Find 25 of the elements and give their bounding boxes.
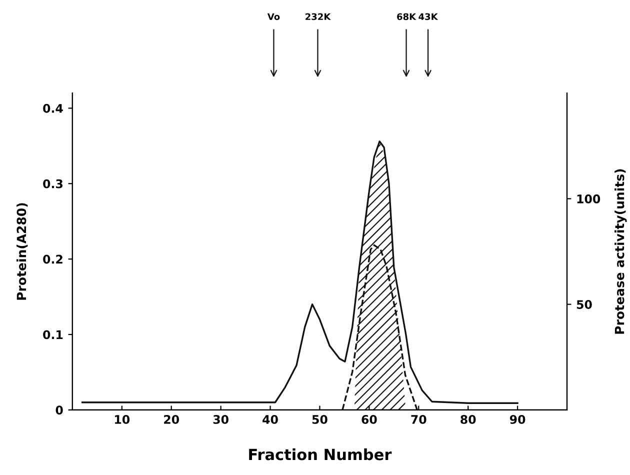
y-tick-label: 0.1 bbox=[43, 330, 63, 340]
x-tick-label: 10 bbox=[115, 414, 130, 424]
x-tick-label: 60 bbox=[362, 414, 377, 424]
x-tick-label: 50 bbox=[312, 414, 328, 424]
y-tick-label: 0.2 bbox=[43, 254, 62, 264]
y2-axis-title: Protease activity(units) bbox=[614, 169, 627, 334]
text: Vo bbox=[267, 13, 280, 20]
y-tick-label: 0 bbox=[56, 406, 63, 415]
x-tick-label: 70 bbox=[411, 414, 426, 424]
x-tick-label: 40 bbox=[262, 414, 278, 424]
x-tick-label: 20 bbox=[164, 414, 180, 424]
x-tick-label: 30 bbox=[213, 414, 228, 424]
y-tick-label: 0.4 bbox=[43, 104, 63, 113]
text: 43K bbox=[418, 13, 438, 20]
text: 232K bbox=[306, 13, 331, 20]
y-axis-title: Protein(A280) bbox=[16, 203, 28, 300]
x-axis-title: Fraction Number bbox=[249, 448, 392, 460]
y2-tick-label: 100 bbox=[577, 194, 600, 204]
line-series bbox=[342, 244, 418, 410]
x-tick-label: 80 bbox=[460, 414, 476, 424]
text: 68K bbox=[397, 13, 416, 20]
y-tick-label: 0.3 bbox=[43, 179, 62, 188]
x-tick-label: 90 bbox=[510, 414, 526, 424]
line-series bbox=[82, 140, 518, 404]
y2-tick-label: 50 bbox=[576, 300, 592, 309]
